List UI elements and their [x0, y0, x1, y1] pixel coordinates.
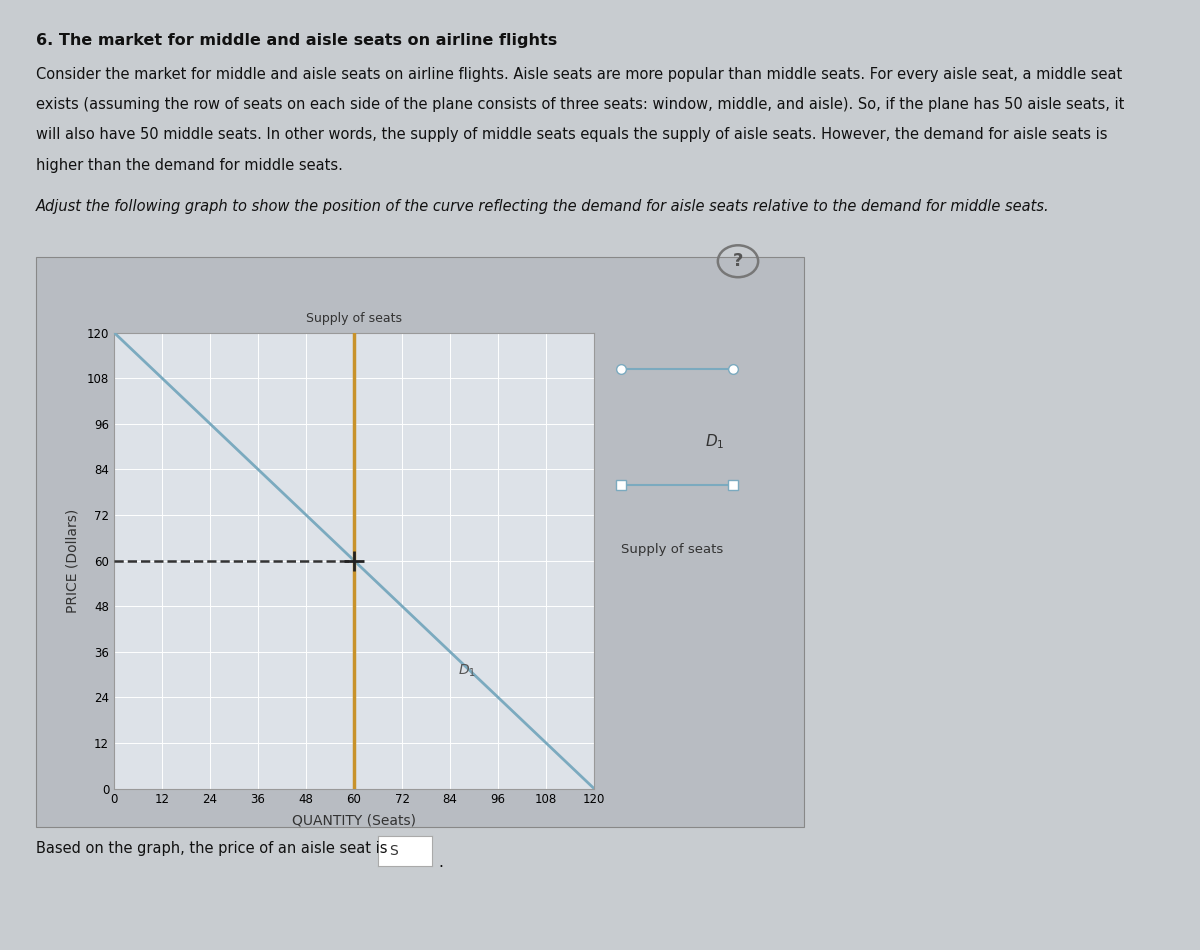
Text: Consider the market for middle and aisle seats on airline flights. Aisle seats a: Consider the market for middle and aisle… — [36, 66, 1122, 82]
Text: $D_1$: $D_1$ — [706, 432, 725, 450]
Text: Supply of seats: Supply of seats — [622, 543, 724, 556]
Text: Supply of seats: Supply of seats — [306, 312, 402, 325]
Text: will also have 50 middle seats. In other words, the supply of middle seats equal: will also have 50 middle seats. In other… — [36, 127, 1108, 142]
Text: ?: ? — [733, 253, 743, 270]
Text: 6. The market for middle and aisle seats on airline flights: 6. The market for middle and aisle seats… — [36, 33, 557, 48]
Text: Adjust the following graph to show the position of the curve reflecting the dema: Adjust the following graph to show the p… — [36, 200, 1050, 215]
X-axis label: QUANTITY (Seats): QUANTITY (Seats) — [292, 813, 416, 827]
Text: exists (assuming the row of seats on each side of the plane consists of three se: exists (assuming the row of seats on eac… — [36, 97, 1124, 112]
Text: Based on the graph, the price of an aisle seat is: Based on the graph, the price of an aisl… — [36, 841, 388, 856]
Text: S: S — [389, 845, 397, 858]
Text: higher than the demand for middle seats.: higher than the demand for middle seats. — [36, 158, 343, 173]
Text: $D_1$: $D_1$ — [458, 662, 476, 679]
Y-axis label: PRICE (Dollars): PRICE (Dollars) — [66, 508, 80, 613]
Text: .: . — [438, 855, 443, 870]
